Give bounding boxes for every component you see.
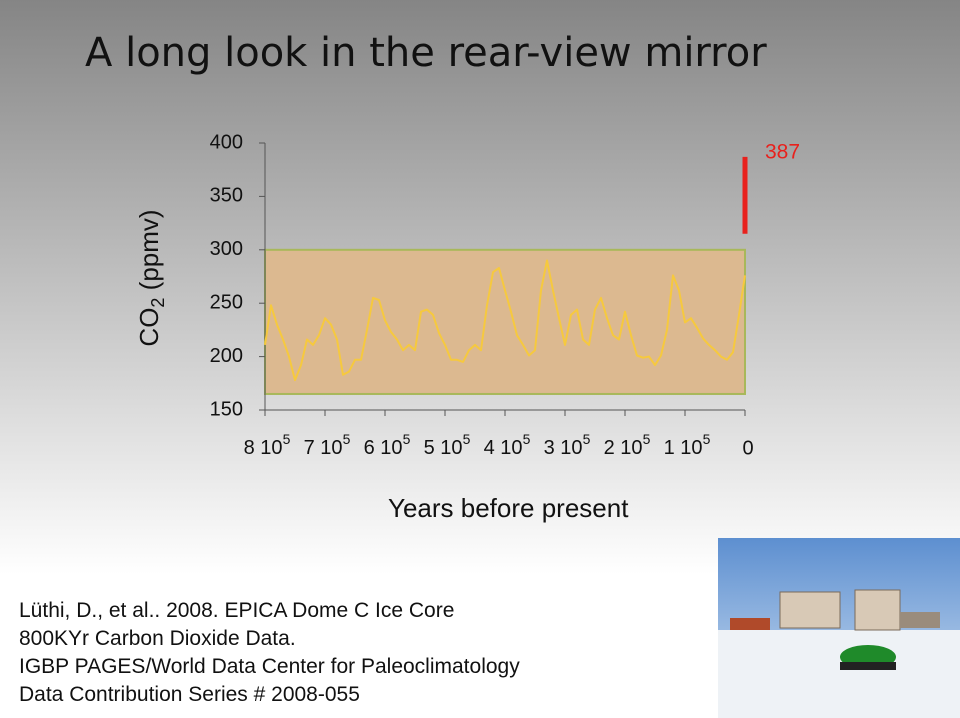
y-axis-label-text: CO	[134, 308, 164, 347]
citation-line: Data Contribution Series # 2008-055	[19, 683, 360, 706]
x-tick-label-base: 7 10	[304, 437, 343, 459]
slide-title: A long look in the rear-view mirror	[85, 30, 767, 76]
x-tick-label: 0	[742, 437, 753, 459]
x-tick-label: 2 105	[604, 431, 651, 460]
x-tick-label: 4 105	[484, 431, 531, 460]
x-tick-label: 8 105	[244, 431, 291, 460]
y-axis-label-rest: (ppmv)	[134, 209, 164, 297]
shaded-band	[264, 248, 746, 395]
co2-line	[264, 259, 746, 382]
citation-line: 800KYr Carbon Dioxide Data.	[19, 627, 296, 650]
x-tick-label-exponent: 5	[463, 431, 471, 447]
x-tick-label-base: 1 10	[664, 437, 703, 459]
x-tick-label-base: 3 10	[544, 437, 583, 459]
photo	[718, 538, 960, 718]
y-axis-label-sub: 2	[148, 298, 168, 308]
y-tick-label: 400	[210, 131, 243, 153]
x-tick-label-base: 5 10	[424, 437, 463, 459]
y-tick-label: 200	[210, 345, 243, 367]
x-tick-label: 7 105	[304, 431, 351, 460]
x-tick-label: 3 105	[544, 431, 591, 460]
x-tick-label-exponent: 5	[703, 431, 711, 447]
modern-label: 387	[765, 140, 800, 163]
citation: Lüthi, D., et al.. 2008. EPICA Dome C Ic…	[19, 599, 520, 706]
x-tick-label: 6 105	[364, 431, 411, 460]
citation-line: IGBP PAGES/World Data Center for Paleocl…	[19, 655, 520, 678]
x-tick-label-exponent: 5	[643, 431, 651, 447]
x-tick-label: 1 105	[664, 431, 711, 460]
x-tick-label-exponent: 5	[343, 431, 351, 447]
x-tick-label-base: 2 10	[604, 437, 643, 459]
x-tick-label-base: 8 10	[244, 437, 283, 459]
x-tick-label-exponent: 5	[583, 431, 591, 447]
y-tick-label: 150	[210, 398, 243, 420]
y-tick-label: 300	[210, 238, 243, 260]
x-tick-label: 5 105	[424, 431, 471, 460]
x-tick-label-exponent: 5	[523, 431, 531, 447]
citation-line: Lüthi, D., et al.. 2008. EPICA Dome C Ic…	[19, 599, 454, 622]
x-tick-label-exponent: 5	[403, 431, 411, 447]
y-axis-label: CO2 (ppmv)	[134, 209, 168, 346]
x-tick-label-exponent: 5	[283, 431, 291, 447]
y-tick-label: 350	[210, 185, 243, 207]
x-tick-label-base: 6 10	[364, 437, 403, 459]
x-tick-label-base: 4 10	[484, 437, 523, 459]
x-axis-label: Years before present	[388, 493, 629, 523]
y-tick-label: 250	[210, 291, 243, 313]
